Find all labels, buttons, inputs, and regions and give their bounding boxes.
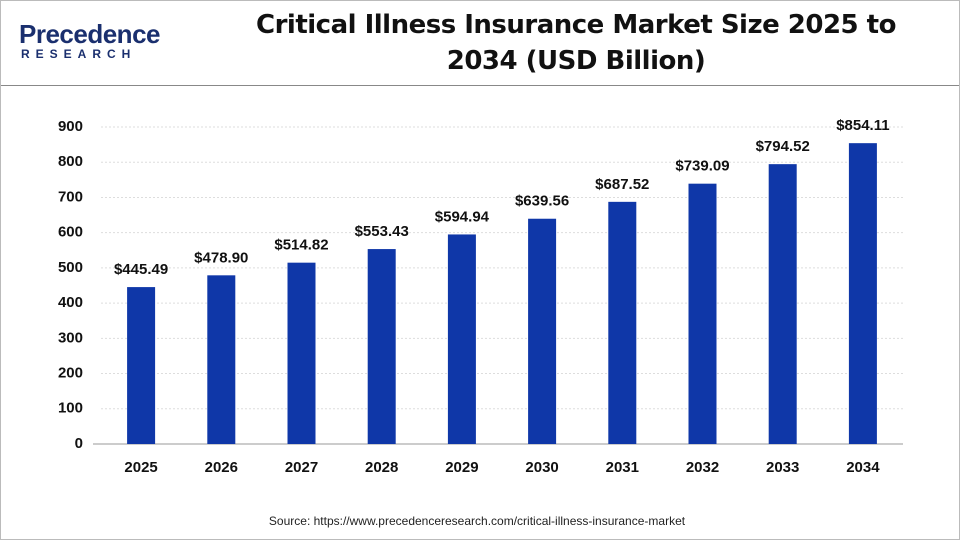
- x-tick-label: 2029: [445, 459, 478, 476]
- x-tick-label: 2025: [124, 459, 157, 476]
- y-tick-label: 300: [58, 329, 83, 346]
- y-tick-label: 200: [58, 365, 83, 382]
- value-label: $739.09: [675, 158, 729, 175]
- y-tick-label: 700: [58, 188, 83, 205]
- header-divider: [1, 85, 959, 86]
- x-tick-label: 2026: [205, 459, 238, 476]
- y-tick-label: 800: [58, 153, 83, 170]
- x-tick-label: 2032: [686, 459, 719, 476]
- x-tick-label: 2033: [766, 459, 799, 476]
- x-tick-label: 2030: [525, 459, 558, 476]
- y-tick-label: 0: [75, 435, 83, 452]
- chart-title: Critical Illness Insurance Market Size 2…: [256, 10, 896, 76]
- y-tick-label: 100: [58, 400, 83, 417]
- bar: [447, 234, 476, 444]
- bar: [768, 164, 797, 444]
- value-label: $687.52: [595, 176, 649, 193]
- source-note: Source: https://www.precedenceresearch.c…: [269, 514, 686, 528]
- bar: [688, 183, 717, 444]
- y-tick-label: 400: [58, 294, 83, 311]
- x-tick-label: 2031: [606, 459, 639, 476]
- value-label: $794.52: [756, 138, 810, 155]
- value-label: $445.49: [114, 261, 168, 278]
- x-tick-label: 2028: [365, 459, 398, 476]
- bar: [207, 275, 236, 444]
- y-tick-label: 500: [58, 259, 83, 276]
- value-label: $514.82: [274, 237, 328, 254]
- logo-name: Precedence: [19, 19, 160, 49]
- value-label: $854.11: [836, 117, 889, 134]
- value-label: $478.90: [194, 249, 248, 266]
- value-label: $594.94: [435, 208, 490, 225]
- x-tick-label: 2034: [846, 459, 880, 476]
- y-tick-label: 600: [58, 224, 83, 241]
- bar: [848, 143, 877, 444]
- y-tick-label: 900: [58, 118, 83, 135]
- bar: [127, 287, 156, 444]
- value-label: $553.43: [355, 223, 409, 240]
- value-label: $639.56: [515, 193, 569, 210]
- bar: [367, 249, 396, 444]
- bar: [528, 218, 557, 444]
- bar: [608, 201, 637, 444]
- logo-tagline: RESEARCH: [21, 47, 137, 61]
- bar: [287, 262, 316, 444]
- x-tick-label: 2027: [285, 459, 318, 476]
